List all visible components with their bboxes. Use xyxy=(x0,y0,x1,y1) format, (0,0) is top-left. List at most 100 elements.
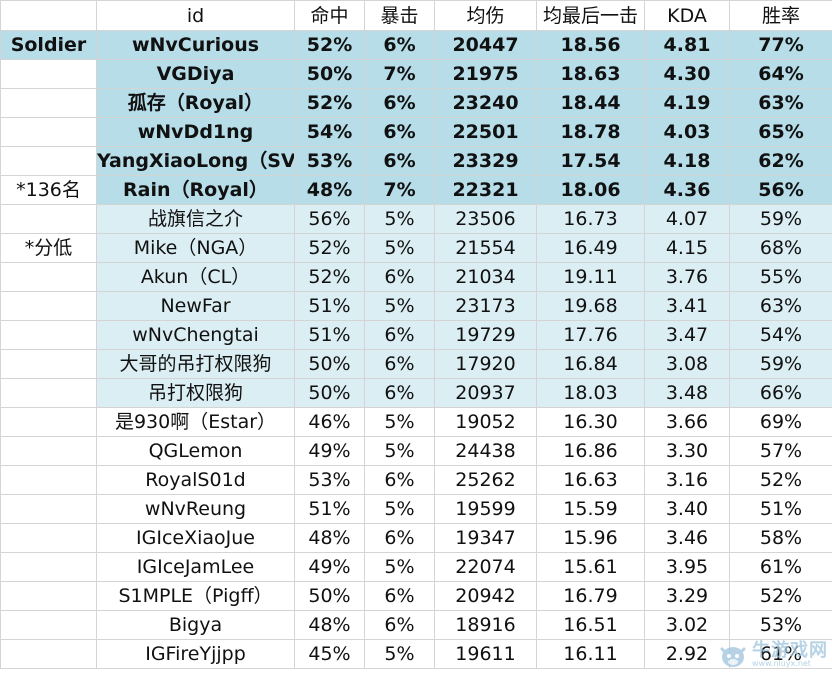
cell-kda[interactable]: 4.18 xyxy=(644,146,730,176)
cell-win-rate[interactable]: 52% xyxy=(729,581,832,611)
cell-player-id[interactable]: wNvChengtai xyxy=(96,320,295,350)
cell-avg-damage[interactable]: 21554 xyxy=(434,233,537,263)
cell-crit-rate[interactable]: 5% xyxy=(364,639,435,669)
header-cell-win-rate[interactable]: 胜率 xyxy=(729,0,832,31)
cell-crit-rate[interactable]: 6% xyxy=(364,349,435,379)
cell-avg-damage[interactable]: 19611 xyxy=(434,639,537,669)
cell-avg-damage[interactable]: 23240 xyxy=(434,88,537,118)
header-cell-avg-damage[interactable]: 均伤 xyxy=(434,0,537,31)
cell-hit-rate[interactable]: 52% xyxy=(294,30,365,60)
cell-hit-rate[interactable]: 51% xyxy=(294,291,365,321)
cell-win-rate[interactable]: 56% xyxy=(729,175,832,205)
cell-row-label[interactable] xyxy=(0,291,97,321)
cell-hit-rate[interactable]: 52% xyxy=(294,88,365,118)
cell-player-id[interactable]: NewFar xyxy=(96,291,295,321)
cell-row-label[interactable] xyxy=(0,610,97,640)
cell-crit-rate[interactable]: 5% xyxy=(364,407,435,437)
cell-avg-damage[interactable]: 22321 xyxy=(434,175,537,205)
cell-kda[interactable]: 4.36 xyxy=(644,175,730,205)
cell-player-id[interactable]: Rain（Royal） xyxy=(96,175,295,205)
cell-avg-last-hits[interactable]: 16.79 xyxy=(536,581,645,611)
cell-win-rate[interactable]: 58% xyxy=(729,523,832,553)
cell-player-id[interactable]: 孤存（Royal） xyxy=(96,88,295,118)
header-cell-player-id[interactable]: id xyxy=(96,0,295,31)
cell-hit-rate[interactable]: 50% xyxy=(294,59,365,89)
cell-player-id[interactable]: Akun（CL） xyxy=(96,262,295,292)
cell-player-id[interactable]: IGIceJamLee xyxy=(96,552,295,582)
cell-avg-last-hits[interactable]: 18.03 xyxy=(536,378,645,408)
cell-hit-rate[interactable]: 54% xyxy=(294,117,365,147)
cell-avg-damage[interactable]: 23173 xyxy=(434,291,537,321)
cell-avg-damage[interactable]: 23329 xyxy=(434,146,537,176)
cell-avg-last-hits[interactable]: 17.76 xyxy=(536,320,645,350)
cell-player-id[interactable]: Mike（NGA） xyxy=(96,233,295,263)
cell-win-rate[interactable]: 63% xyxy=(729,88,832,118)
cell-crit-rate[interactable]: 6% xyxy=(364,581,435,611)
cell-win-rate[interactable]: 68% xyxy=(729,233,832,263)
cell-row-label[interactable] xyxy=(0,436,97,466)
cell-hit-rate[interactable]: 52% xyxy=(294,262,365,292)
cell-avg-damage[interactable]: 25262 xyxy=(434,465,537,495)
header-cell-crit-rate[interactable]: 暴击 xyxy=(364,0,435,31)
cell-row-label[interactable]: *136名 xyxy=(0,175,97,205)
header-cell-kda[interactable]: KDA xyxy=(644,0,730,31)
cell-crit-rate[interactable]: 6% xyxy=(364,88,435,118)
cell-row-label[interactable]: *分低 xyxy=(0,233,97,263)
cell-avg-damage[interactable]: 23506 xyxy=(434,204,537,234)
cell-row-label[interactable] xyxy=(0,378,97,408)
cell-hit-rate[interactable]: 56% xyxy=(294,204,365,234)
cell-hit-rate[interactable]: 52% xyxy=(294,233,365,263)
cell-row-label[interactable] xyxy=(0,552,97,582)
cell-kda[interactable]: 3.48 xyxy=(644,378,730,408)
cell-avg-last-hits[interactable]: 16.73 xyxy=(536,204,645,234)
cell-player-id[interactable]: Bigya xyxy=(96,610,295,640)
cell-crit-rate[interactable]: 5% xyxy=(364,436,435,466)
cell-win-rate[interactable]: 66% xyxy=(729,378,832,408)
cell-crit-rate[interactable]: 5% xyxy=(364,204,435,234)
cell-kda[interactable]: 3.40 xyxy=(644,494,730,524)
cell-avg-last-hits[interactable]: 18.44 xyxy=(536,88,645,118)
cell-player-id[interactable]: S1MPLE（Pigff） xyxy=(96,581,295,611)
cell-crit-rate[interactable]: 6% xyxy=(364,610,435,640)
header-cell-hit-rate[interactable]: 命中 xyxy=(294,0,365,31)
header-cell-row-label[interactable] xyxy=(0,0,97,31)
cell-hit-rate[interactable]: 50% xyxy=(294,378,365,408)
cell-player-id[interactable]: 是930啊（Estar） xyxy=(96,407,295,437)
cell-avg-last-hits[interactable]: 18.06 xyxy=(536,175,645,205)
cell-hit-rate[interactable]: 49% xyxy=(294,436,365,466)
cell-hit-rate[interactable]: 48% xyxy=(294,523,365,553)
cell-row-label[interactable] xyxy=(0,146,97,176)
cell-player-id[interactable]: YangXiaoLong（SV xyxy=(96,146,295,176)
cell-win-rate[interactable]: 77% xyxy=(729,30,832,60)
cell-crit-rate[interactable]: 6% xyxy=(364,523,435,553)
cell-row-label[interactable] xyxy=(0,581,97,611)
cell-kda[interactable]: 3.02 xyxy=(644,610,730,640)
cell-avg-damage[interactable]: 20937 xyxy=(434,378,537,408)
cell-avg-damage[interactable]: 19347 xyxy=(434,523,537,553)
cell-crit-rate[interactable]: 5% xyxy=(364,233,435,263)
cell-kda[interactable]: 4.81 xyxy=(644,30,730,60)
cell-hit-rate[interactable]: 51% xyxy=(294,320,365,350)
cell-kda[interactable]: 2.92 xyxy=(644,639,730,669)
cell-hit-rate[interactable]: 53% xyxy=(294,146,365,176)
cell-kda[interactable]: 3.30 xyxy=(644,436,730,466)
cell-player-id[interactable]: wNvCurious xyxy=(96,30,295,60)
cell-player-id[interactable]: 战旗信之介 xyxy=(96,204,295,234)
cell-crit-rate[interactable]: 6% xyxy=(364,378,435,408)
cell-win-rate[interactable]: 57% xyxy=(729,436,832,466)
cell-win-rate[interactable]: 65% xyxy=(729,117,832,147)
cell-player-id[interactable]: 吊打权限狗 xyxy=(96,378,295,408)
cell-player-id[interactable]: QGLemon xyxy=(96,436,295,466)
cell-avg-last-hits[interactable]: 15.61 xyxy=(536,552,645,582)
cell-avg-damage[interactable]: 19729 xyxy=(434,320,537,350)
cell-avg-damage[interactable]: 24438 xyxy=(434,436,537,466)
cell-win-rate[interactable]: 61% xyxy=(729,552,832,582)
cell-row-label[interactable] xyxy=(0,59,97,89)
cell-row-label[interactable] xyxy=(0,494,97,524)
cell-win-rate[interactable]: 59% xyxy=(729,349,832,379)
cell-row-label[interactable] xyxy=(0,407,97,437)
cell-avg-last-hits[interactable]: 19.11 xyxy=(536,262,645,292)
cell-avg-damage[interactable]: 22501 xyxy=(434,117,537,147)
cell-hit-rate[interactable]: 53% xyxy=(294,465,365,495)
cell-avg-last-hits[interactable]: 16.51 xyxy=(536,610,645,640)
